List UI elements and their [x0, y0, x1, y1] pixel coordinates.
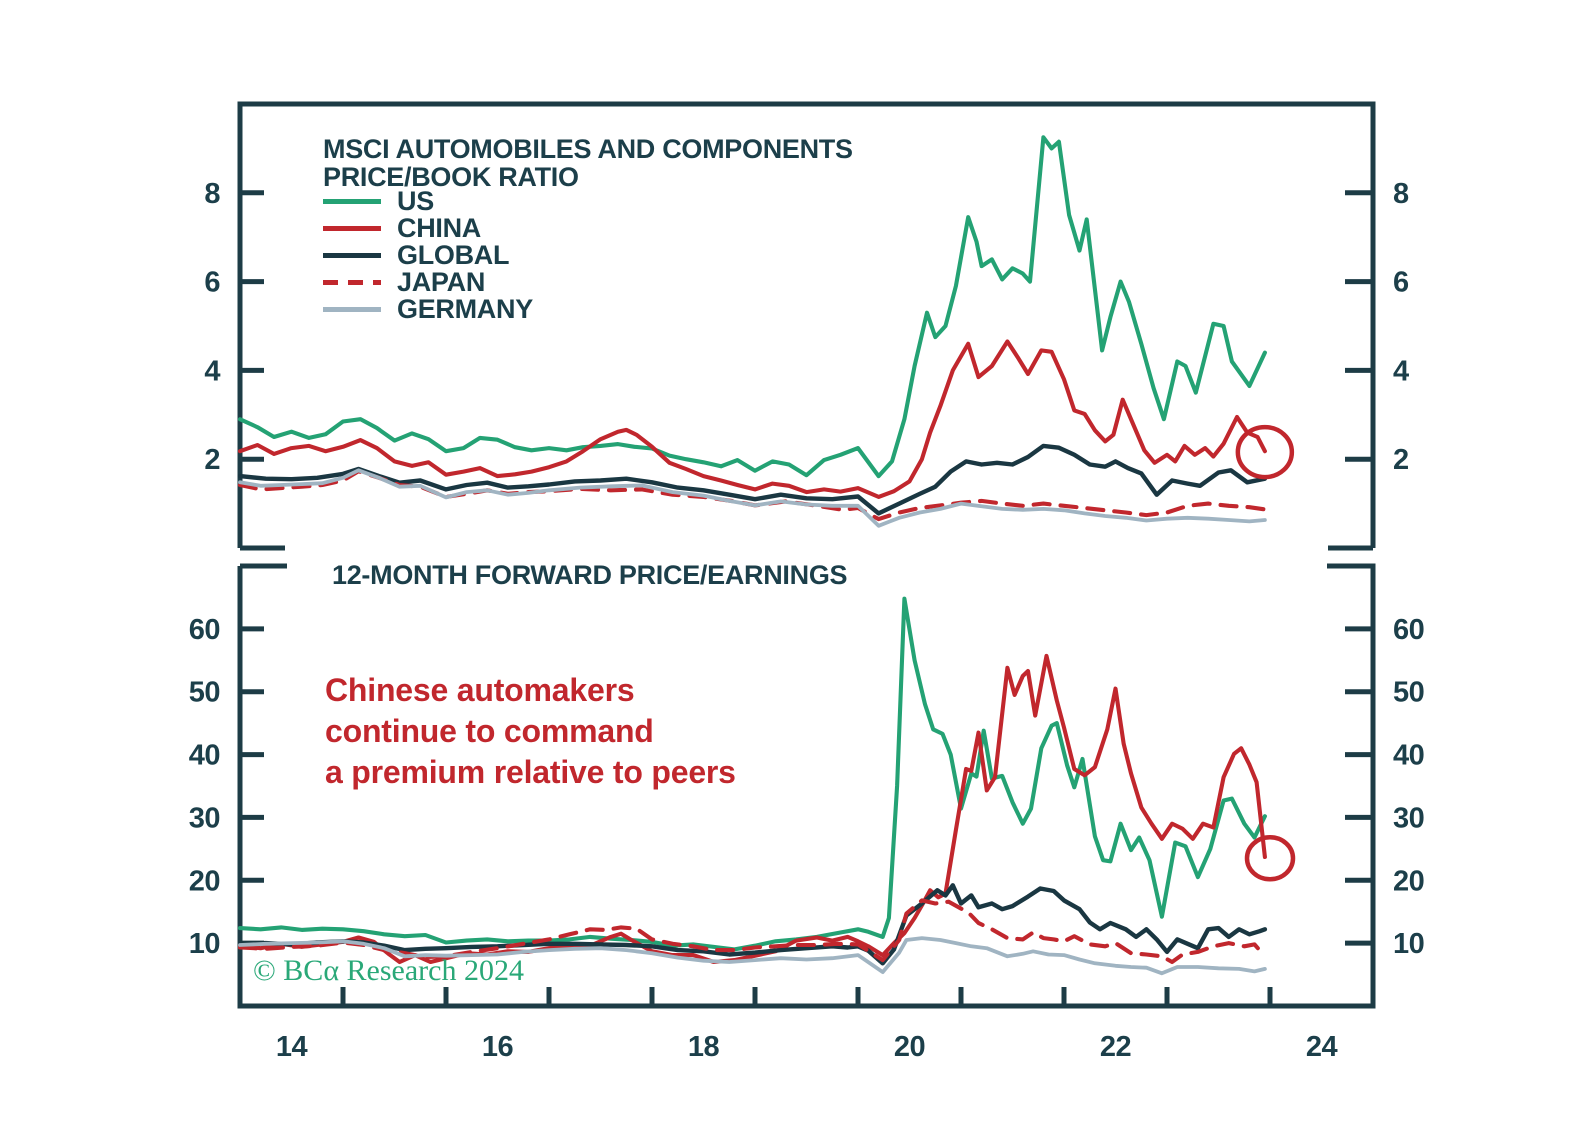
svg-text:20: 20 — [189, 865, 220, 897]
legend-label-china: CHINA — [397, 213, 481, 243]
svg-text:16: 16 — [482, 1031, 514, 1063]
annotation-line-2: continue to command — [325, 713, 654, 749]
annotation-line-3: a premium relative to peers — [325, 754, 736, 790]
legend: US CHINA GLOBAL JAPAN GERMANY — [323, 188, 533, 323]
svg-text:30: 30 — [1393, 802, 1424, 834]
svg-text:40: 40 — [1393, 740, 1424, 772]
legend-item-japan: JAPAN — [323, 269, 533, 296]
svg-text:10: 10 — [189, 928, 220, 960]
legend-label-us: US — [397, 186, 434, 216]
top-panel-title: MSCI AUTOMOBILES AND COMPONENTS — [323, 134, 853, 164]
svg-text:6: 6 — [1393, 267, 1409, 299]
legend-label-japan: JAPAN — [397, 267, 486, 297]
svg-text:20: 20 — [894, 1031, 925, 1063]
svg-text:4: 4 — [204, 355, 220, 387]
svg-text:8: 8 — [1393, 178, 1409, 210]
legend-item-germany: GERMANY — [323, 296, 533, 323]
annotation-line-1: Chinese automakers — [325, 672, 635, 708]
svg-text:10: 10 — [1393, 928, 1424, 960]
highlight-circle — [1244, 835, 1296, 882]
japan-dashed-line-swatch — [323, 280, 381, 285]
copyright-text: © BCα Research 2024 — [253, 954, 524, 987]
legend-label-germany: GERMANY — [397, 294, 533, 324]
svg-text:22: 22 — [1100, 1031, 1131, 1063]
bottom-panel-title: 12-MONTH FORWARD PRICE/EARNINGS — [332, 560, 848, 590]
svg-text:8: 8 — [204, 178, 220, 210]
svg-text:30: 30 — [189, 802, 220, 834]
svg-text:4: 4 — [1393, 355, 1409, 387]
legend-label-global: GLOBAL — [397, 240, 510, 270]
svg-text:2: 2 — [204, 444, 220, 476]
legend-item-global: GLOBAL — [323, 242, 533, 269]
legend-item-china: CHINA — [323, 215, 533, 242]
germany-line-swatch — [323, 307, 381, 312]
annotation-text: Chinese automakers continue to command a… — [325, 670, 736, 793]
global-line-swatch — [323, 253, 381, 258]
svg-text:50: 50 — [189, 677, 220, 709]
top-panel-subtitle: PRICE/BOOK RATIO — [323, 162, 579, 192]
svg-text:60: 60 — [189, 614, 220, 646]
svg-text:40: 40 — [189, 740, 220, 772]
highlight-circle — [1235, 424, 1295, 480]
svg-text:2: 2 — [1393, 444, 1409, 476]
us-line-swatch — [323, 199, 381, 204]
china-line-swatch — [323, 226, 381, 231]
svg-text:14: 14 — [276, 1031, 308, 1063]
svg-text:6: 6 — [204, 267, 220, 299]
svg-text:24: 24 — [1306, 1031, 1338, 1063]
svg-text:18: 18 — [688, 1031, 720, 1063]
svg-text:20: 20 — [1393, 865, 1424, 897]
svg-text:50: 50 — [1393, 677, 1424, 709]
legend-item-us: US — [323, 188, 533, 215]
svg-text:60: 60 — [1393, 614, 1424, 646]
